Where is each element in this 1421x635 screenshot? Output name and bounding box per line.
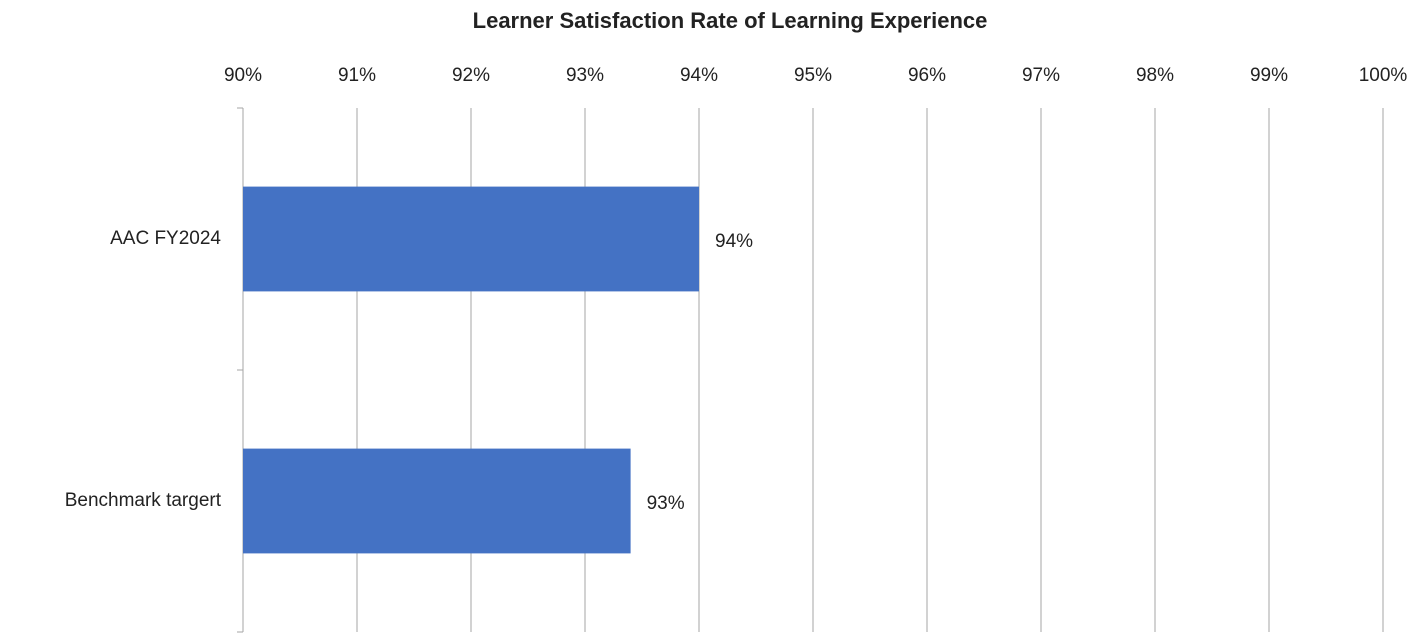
chart-title: Learner Satisfaction Rate of Learning Ex… [473,8,988,33]
data-label: 93% [647,493,685,514]
x-tick-label: 93% [566,65,604,86]
x-tick-label: 97% [1022,65,1060,86]
x-tick-label: 98% [1136,65,1174,86]
x-tick-label: 92% [452,65,490,86]
x-tick-label: 90% [224,65,262,86]
y-tick-label: Benchmark targert [65,490,222,511]
bar [243,448,631,554]
data-label: 94% [715,231,753,252]
x-tick-label: 94% [680,65,718,86]
x-tick-label: 100% [1359,65,1408,86]
x-tick-label: 99% [1250,65,1288,86]
bar [243,186,699,292]
x-tick-label: 95% [794,65,832,86]
x-tick-label: 91% [338,65,376,86]
y-tick-label: AAC FY2024 [110,228,221,249]
x-tick-label: 96% [908,65,946,86]
